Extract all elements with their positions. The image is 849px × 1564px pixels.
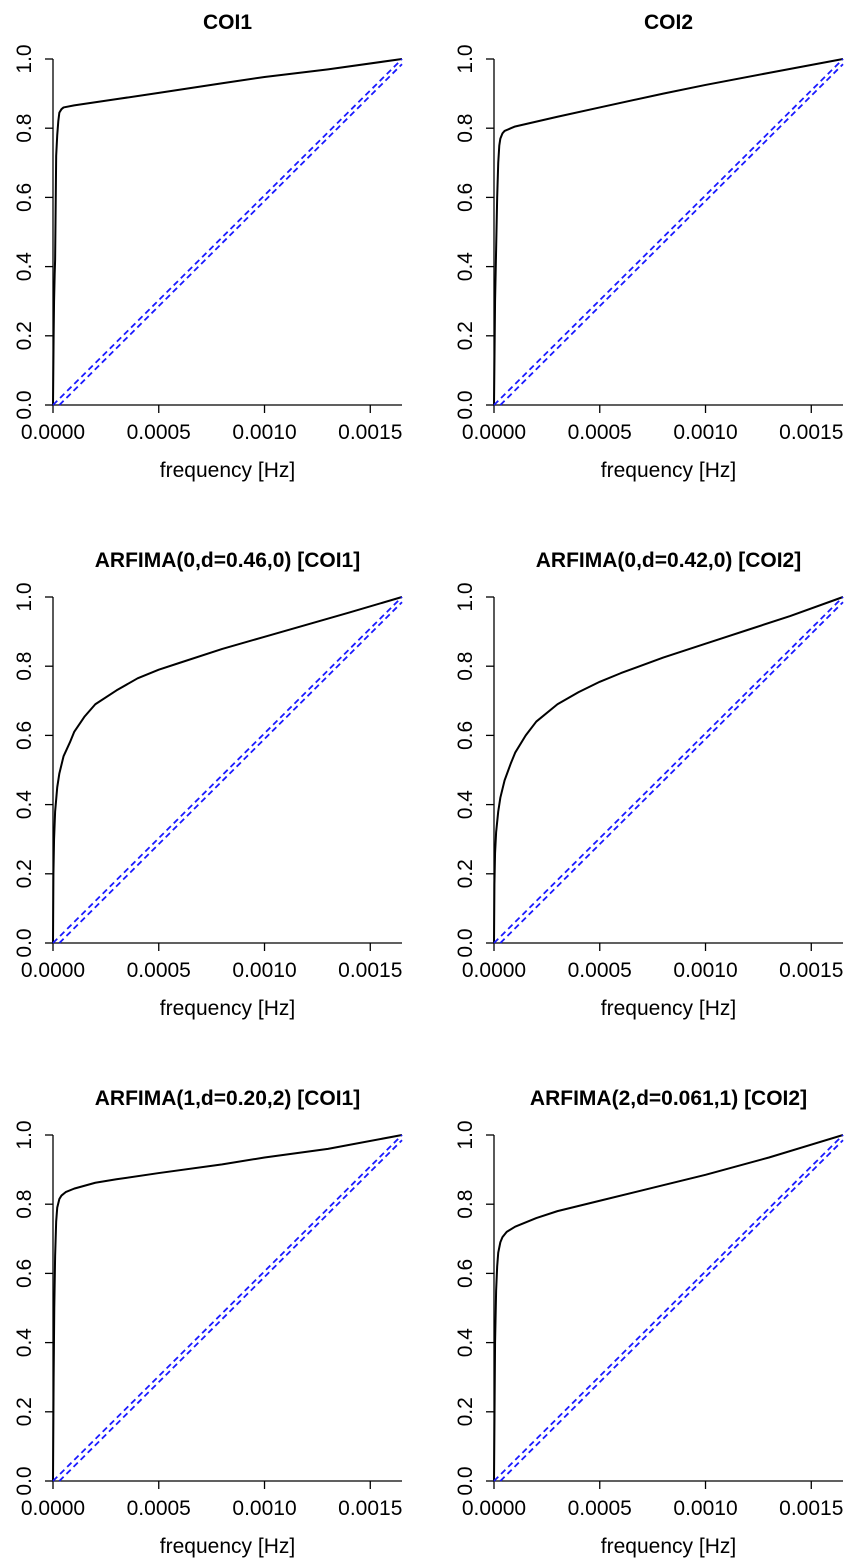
x-tick-label: 0.0015 [779,421,843,444]
x-tick-label: 0.0015 [779,959,843,982]
chart-panel: COI2 0.0 0.2 0.4 0.6 0.8 1.0 0.0000 0.0005 0.0010… [454,11,844,482]
y-tick-label: 0.0 [454,390,477,419]
x-tick-label: 0.0000 [462,959,526,982]
y-tick-label: 0.0 [13,928,36,957]
x-tick-label: 0.0010 [232,959,296,982]
cumulative-spectrum-line [52,1134,403,1482]
chart-title: ARFIMA(0,d=0.46,0) [COI1] [95,549,360,572]
chart-title: COI2 [644,11,693,34]
y-tick-label: 0.4 [454,1328,477,1358]
y-tick-label: 0.4 [13,252,36,282]
y-tick-label: 0.8 [454,1190,477,1219]
confidence-band-line [58,601,403,944]
cumulative-spectrum-line [52,58,403,406]
y-tick-label: 0.4 [454,252,477,282]
x-tick-label: 0.0010 [673,959,737,982]
x-tick-label: 0.0005 [127,421,191,444]
y-tick-label: 0.4 [454,790,477,820]
y-tick-label: 0.0 [454,928,477,957]
y-tick-label: 0.4 [13,790,36,820]
y-tick-label: 1.0 [13,582,36,611]
confidence-band-line [58,63,403,406]
y-tick-label: 0.0 [454,1466,477,1495]
chart-panel: ARFIMA(1,d=0.20,2) [COI1] 0.0 0.2 0.4 0.6 0.8… [13,1087,403,1558]
chart-title: ARFIMA(0,d=0.42,0) [COI2] [536,549,801,572]
x-tick-label: 0.0015 [338,421,402,444]
chart-title: COI1 [203,11,252,34]
y-tick-label: 0.2 [13,859,36,888]
cumulative-spectrum-line [493,58,844,406]
x-tick-label: 0.0005 [127,959,191,982]
y-tick-label: 0.8 [13,114,36,143]
y-tick-label: 0.6 [13,721,36,750]
x-tick-label: 0.0005 [568,959,632,982]
y-tick-label: 0.8 [13,1190,36,1219]
x-axis-label: frequency [Hz] [601,997,736,1020]
x-axis-label: frequency [Hz] [601,1535,736,1558]
confidence-band-line [493,596,844,944]
cumulative-spectrum-line [493,596,844,944]
x-tick-label: 0.0015 [338,959,402,982]
chart-title: ARFIMA(1,d=0.20,2) [COI1] [95,1087,360,1110]
y-tick-label: 0.8 [454,652,477,681]
y-tick-label: 0.6 [454,183,477,212]
confidence-band-line [58,1139,403,1482]
x-tick-label: 0.0000 [462,421,526,444]
y-tick-label: 1.0 [13,44,36,73]
x-tick-label: 0.0010 [232,421,296,444]
y-tick-label: 1.0 [454,1120,477,1149]
confidence-band-line [499,1139,844,1482]
y-tick-label: 1.0 [13,1120,36,1149]
cumulative-spectrum-line [52,596,403,944]
y-tick-label: 0.2 [454,1397,477,1426]
chart-panel: COI1 0.0 0.2 0.4 0.6 0.8 1.0 0.0000 0.0005 0.0010… [13,11,403,482]
confidence-band-line [499,601,844,944]
x-axis-label: frequency [Hz] [160,1535,295,1558]
chart-panel: ARFIMA(0,d=0.42,0) [COI2] 0.0 0.2 0.4 0.6 0.8… [454,549,844,1020]
x-tick-label: 0.0010 [232,1497,296,1520]
x-tick-label: 0.0000 [21,959,85,982]
y-tick-label: 0.6 [454,721,477,750]
x-tick-label: 0.0015 [338,1497,402,1520]
y-tick-label: 0.8 [13,652,36,681]
x-axis-label: frequency [Hz] [601,459,736,482]
y-tick-label: 0.2 [13,1397,36,1426]
x-tick-label: 0.0010 [673,421,737,444]
confidence-band-line [52,1134,403,1482]
chart-panel: ARFIMA(0,d=0.46,0) [COI1] 0.0 0.2 0.4 0.6 0.8… [13,549,403,1020]
confidence-band-line [52,596,403,944]
confidence-band-line [52,58,403,406]
x-tick-label: 0.0005 [568,421,632,444]
confidence-band-line [493,1134,844,1482]
x-tick-label: 0.0005 [127,1497,191,1520]
x-tick-label: 0.0010 [673,1497,737,1520]
confidence-band-line [493,58,844,406]
y-tick-label: 0.6 [454,1259,477,1288]
y-tick-label: 0.2 [454,859,477,888]
cumulative-spectrum-line [493,1134,844,1482]
chart-panel: ARFIMA(2,d=0.061,1) [COI2] 0.0 0.2 0.4 0.6 0.… [454,1087,844,1558]
x-tick-label: 0.0000 [21,1497,85,1520]
y-tick-label: 0.0 [13,390,36,419]
y-tick-label: 0.2 [454,321,477,350]
x-axis-label: frequency [Hz] [160,997,295,1020]
confidence-band-line [499,63,844,406]
y-tick-label: 0.8 [454,114,477,143]
y-tick-label: 1.0 [454,44,477,73]
x-tick-label: 0.0000 [21,421,85,444]
y-tick-label: 0.6 [13,1259,36,1288]
chart-title: ARFIMA(2,d=0.061,1) [COI2] [530,1087,807,1110]
y-tick-label: 0.4 [13,1328,36,1358]
y-tick-label: 1.0 [454,582,477,611]
y-tick-label: 0.2 [13,321,36,350]
y-tick-label: 0.0 [13,1466,36,1495]
x-tick-label: 0.0015 [779,1497,843,1520]
y-tick-label: 0.6 [13,183,36,212]
x-tick-label: 0.0005 [568,1497,632,1520]
x-tick-label: 0.0000 [462,1497,526,1520]
x-axis-label: frequency [Hz] [160,459,295,482]
